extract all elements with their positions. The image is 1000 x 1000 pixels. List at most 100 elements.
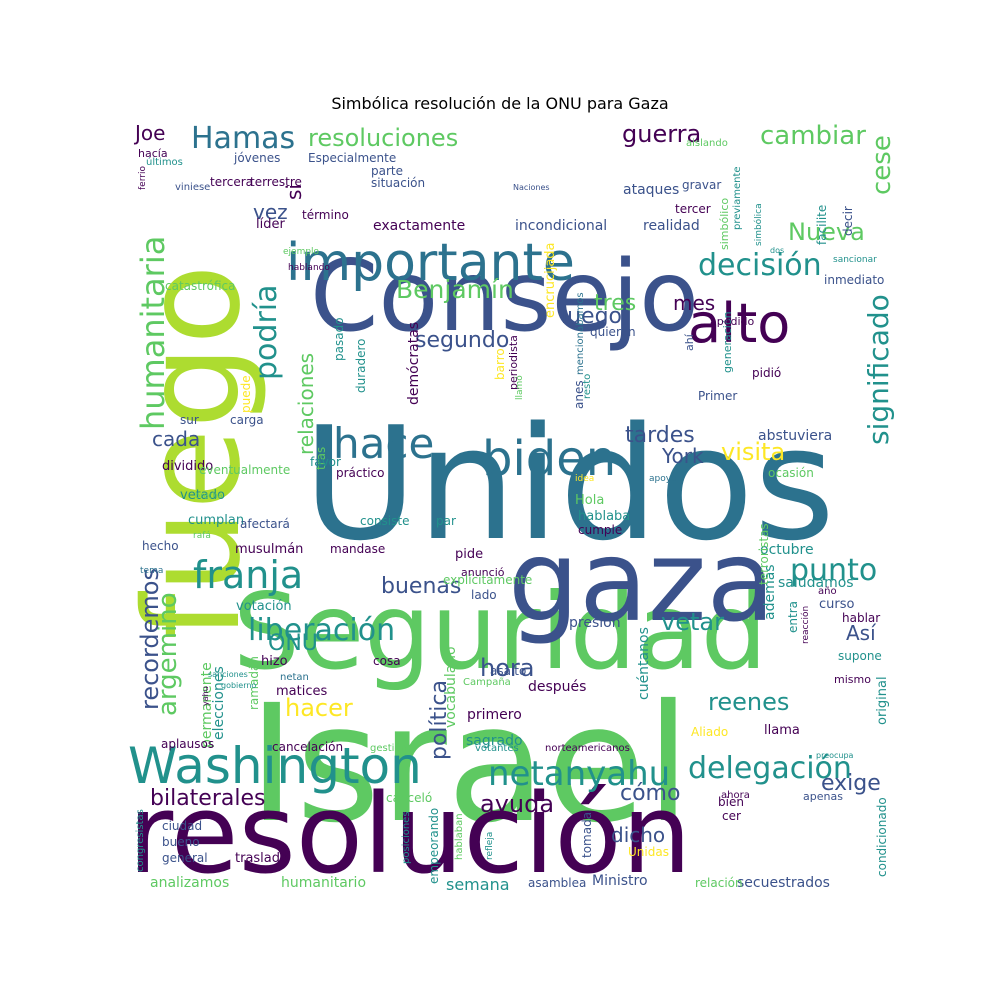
- word-liberacion: liberación: [248, 613, 395, 648]
- word-resoluciones: resoluciones: [308, 124, 458, 152]
- word-israel: Israel: [248, 671, 691, 859]
- word-tomada: tomada: [580, 812, 594, 858]
- word-hablar: hablar: [842, 611, 880, 625]
- word-incondicional: incondicional: [515, 218, 607, 234]
- word-puede: puede: [239, 375, 253, 413]
- word-apoyo: apoyo: [649, 474, 677, 484]
- word-tercer: tercer: [675, 202, 711, 216]
- word-par: par: [436, 514, 456, 528]
- word-pide: pide: [455, 547, 483, 562]
- word-gravar: gravar: [682, 178, 721, 192]
- word-catastrofica: catastrófica: [165, 279, 236, 293]
- word-fuego: fuego: [128, 264, 270, 640]
- word-hablaban: hablaban: [454, 813, 465, 860]
- word-netanyahu: netanyahu: [488, 754, 670, 794]
- word-hizo: hizo: [261, 654, 288, 669]
- word-exige: exige: [821, 771, 881, 796]
- word-argemino: argemino: [153, 592, 183, 716]
- word-llama: llama: [764, 723, 800, 738]
- word-recordemos: recordemos: [136, 568, 164, 710]
- word-gaza: gaza: [508, 517, 775, 647]
- word-cer: cer: [722, 809, 741, 823]
- word-cumplan: cumplan: [188, 513, 244, 528]
- word-carga: carga: [230, 413, 264, 427]
- word-politica: política: [427, 680, 452, 760]
- word-presion: presión: [569, 615, 621, 631]
- word-apenas: apenas: [803, 790, 843, 803]
- word-posiciones: posiciones: [401, 811, 412, 864]
- word-situacion: situación: [371, 176, 425, 190]
- word-si: si: [282, 184, 306, 200]
- word-facilite: facilite: [815, 205, 829, 245]
- word-dos: dos: [770, 246, 784, 255]
- word-apedido: apedido: [710, 315, 755, 328]
- word-original: original: [875, 676, 890, 725]
- word-sanciones: sanciones: [208, 670, 248, 679]
- word-traslado: traslado: [235, 851, 288, 866]
- word-ahora: ahora: [721, 790, 750, 801]
- word-decision: decisión: [698, 248, 822, 283]
- word-bien: bien: [718, 795, 744, 809]
- word-punto: punto: [790, 553, 877, 588]
- word-primer: Primer: [698, 389, 737, 403]
- word-supone: supone: [838, 649, 882, 663]
- word-aplausos: aplausos: [161, 737, 214, 751]
- word-simbolica: simbólica: [753, 203, 764, 246]
- word-seguridad: Seguridad: [233, 571, 767, 693]
- word-nueva: Nueva: [788, 218, 865, 246]
- word-bueno: bueno: [162, 835, 200, 849]
- word-cambiar: cambiar: [760, 121, 866, 151]
- word-hecho: hecho: [142, 539, 179, 553]
- word-condicionado: condicionado: [875, 797, 889, 877]
- word-mandase: mandase: [330, 542, 385, 556]
- word-matices: matices: [276, 684, 327, 699]
- word-sancionar: sancionar: [833, 255, 877, 265]
- word-jovenes: jóvenes: [233, 151, 280, 165]
- word-rafa: rafá: [193, 531, 211, 541]
- word-primero: primero: [467, 707, 522, 723]
- word-termino: término: [302, 208, 349, 222]
- word-buenas: buenas: [381, 574, 461, 599]
- word-cada: cada: [152, 427, 200, 451]
- word-votacion: votación: [236, 599, 292, 614]
- word-delegacion: delegación: [688, 751, 852, 786]
- word-generacion: generación: [721, 311, 734, 373]
- word-asalto: asalto: [490, 664, 526, 678]
- word-vez: vez: [253, 200, 288, 224]
- word-ejemplo: ejemplo: [283, 247, 320, 257]
- word-cuentanos: cuéntanos: [636, 627, 652, 700]
- word-anes: anes: [572, 380, 586, 409]
- word-ataques: ataques: [623, 182, 679, 198]
- word-preocupa: preocupa: [816, 751, 854, 760]
- word-cosa: cosa: [373, 654, 401, 668]
- word-franja: franja: [193, 553, 303, 597]
- word-abstuviera: abstuviera: [758, 428, 832, 444]
- word-joe: Joe: [133, 121, 165, 145]
- word-realidad: realidad: [643, 218, 700, 234]
- word-cloud: Israel Unidos Consejo resolución Seguridadfu…: [128, 120, 894, 894]
- word-como: cómo: [620, 781, 680, 806]
- word-cese: cese: [867, 135, 894, 195]
- word-washington: Washington: [128, 737, 422, 795]
- word-hamas: Hamas: [191, 121, 295, 156]
- word-terrestre: terrestre: [250, 175, 302, 189]
- word-biden: biden: [482, 431, 616, 487]
- word-reenes: reenes: [708, 688, 789, 716]
- word-ahi: ahí: [683, 333, 696, 351]
- word-entra: entra: [786, 601, 800, 633]
- word-sagrado: sagrado: [466, 733, 523, 749]
- word-afectara: afectará: [240, 517, 290, 531]
- word-hacia: hacía: [138, 147, 168, 160]
- word-lado: lado: [471, 588, 497, 602]
- word-sur: sur: [180, 413, 199, 427]
- word-ocasion: ocasión: [768, 466, 814, 480]
- word-tercera: tercera: [210, 175, 253, 189]
- word-quieren: quieren: [590, 325, 636, 339]
- word-resto: resto: [582, 374, 593, 399]
- word-mismo: mismo: [834, 673, 871, 686]
- word-inmediato: inmediato: [824, 273, 884, 287]
- word-tras: tras: [314, 447, 328, 470]
- word-dicho: dicho: [611, 823, 665, 847]
- word-onu: ONU: [268, 631, 318, 656]
- word-alto: alto: [688, 292, 790, 355]
